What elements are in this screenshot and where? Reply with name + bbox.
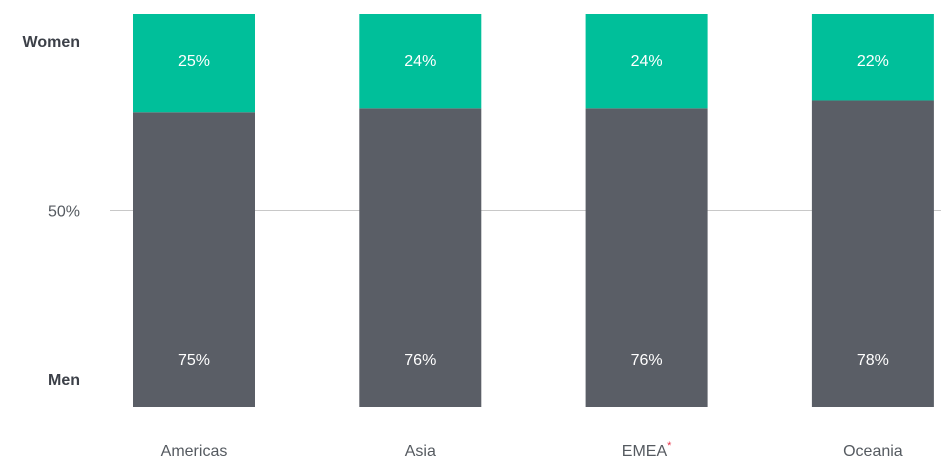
value-label: 78% xyxy=(857,352,889,369)
value-label: 24% xyxy=(631,53,663,70)
bar-segment xyxy=(359,108,482,407)
series-label: Women xyxy=(23,34,80,51)
bar-segment xyxy=(811,100,934,408)
value-label: 76% xyxy=(631,352,663,369)
x-tick-label: Asia xyxy=(405,443,436,460)
bar-segment xyxy=(585,14,708,109)
value-label: 25% xyxy=(178,53,210,70)
series-label: Men xyxy=(48,372,80,389)
bar-segment xyxy=(133,112,255,407)
x-tick-label: EMEA* xyxy=(622,440,672,460)
bar-segment xyxy=(133,14,255,113)
value-label: 76% xyxy=(404,352,436,369)
value-label: 22% xyxy=(857,53,889,70)
bar-segment xyxy=(585,108,708,407)
x-tick-label: Oceania xyxy=(843,443,903,460)
bar-segment xyxy=(359,14,482,109)
y-tick-label: 50% xyxy=(48,204,80,221)
value-label: 24% xyxy=(404,53,436,70)
bar-segment xyxy=(811,14,934,101)
x-tick-label: Americas xyxy=(161,443,228,460)
value-label: 75% xyxy=(178,352,210,369)
